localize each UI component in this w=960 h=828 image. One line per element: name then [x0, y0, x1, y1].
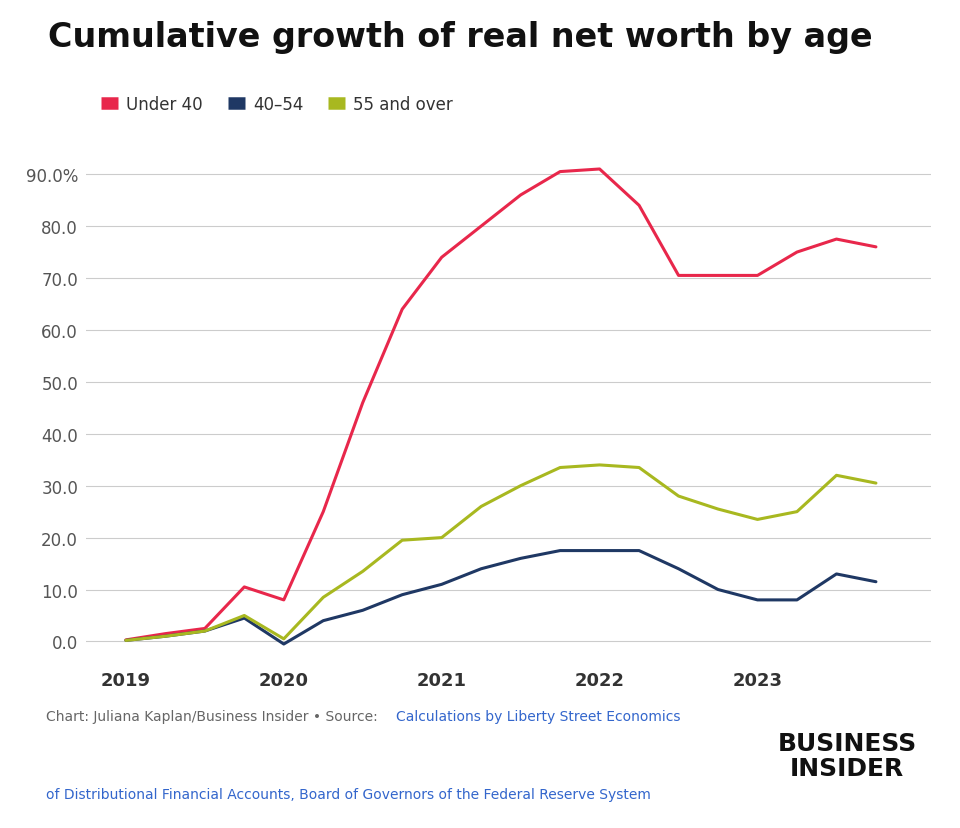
- Text: Cumulative growth of real net worth by age: Cumulative growth of real net worth by a…: [48, 21, 873, 54]
- Text: BUSINESS
INSIDER: BUSINESS INSIDER: [778, 731, 917, 780]
- Legend: Under 40, 40–54, 55 and over: Under 40, 40–54, 55 and over: [95, 89, 460, 120]
- Text: of Distributional Financial Accounts, Board of Governors of the Federal Reserve : of Distributional Financial Accounts, Bo…: [46, 787, 651, 802]
- Text: Chart: Juliana Kaplan/Business Insider • Source:: Chart: Juliana Kaplan/Business Insider •…: [46, 709, 382, 723]
- Text: Calculations by Liberty Street Economics: Calculations by Liberty Street Economics: [396, 709, 680, 723]
